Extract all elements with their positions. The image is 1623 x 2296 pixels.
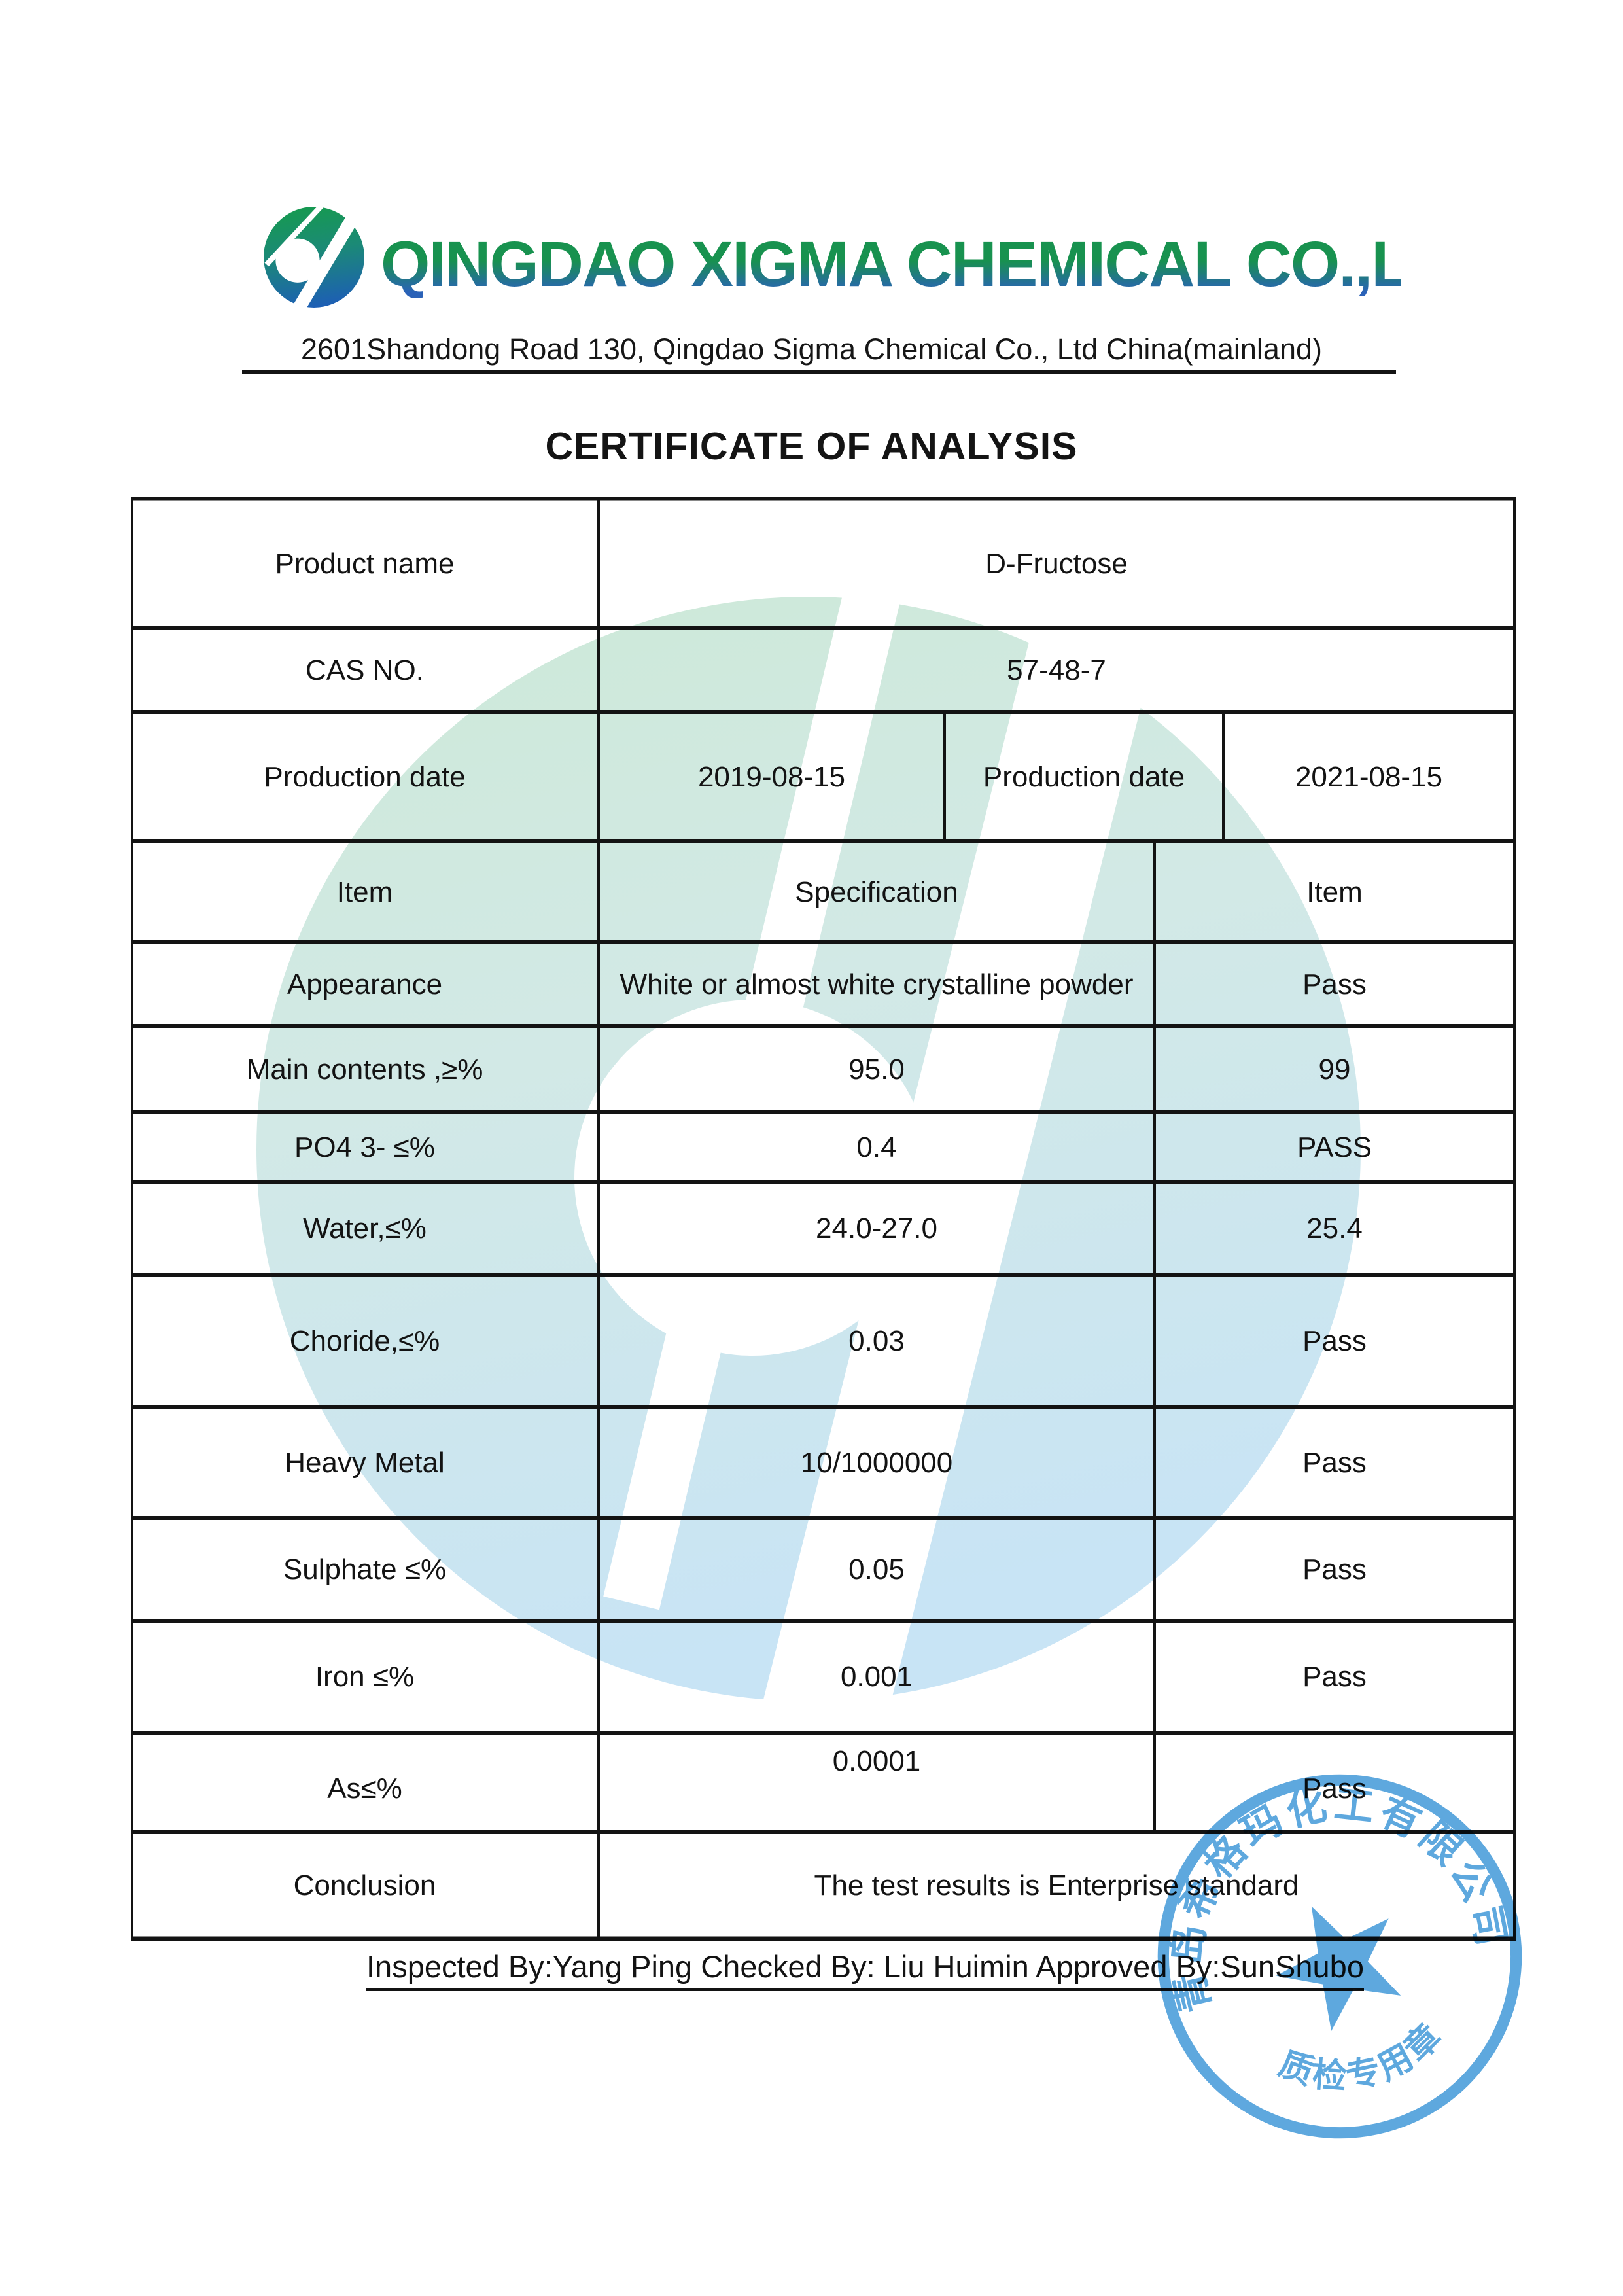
row-label: Heavy Metal <box>285 1446 445 1479</box>
product-name-label: Product name <box>275 547 455 580</box>
row-spec: 0.05 <box>848 1553 905 1585</box>
production-date-value-2: 2021-08-15 <box>1295 760 1443 793</box>
row-spec: 24.0-27.0 <box>816 1212 937 1245</box>
row-spec: 0.4 <box>856 1131 897 1163</box>
company-name: QINGDAO XIGMA CHEMICAL CO.,LTD <box>381 228 1488 306</box>
row-result: Pass <box>1302 1324 1367 1357</box>
row-result: PASS <box>1297 1131 1372 1163</box>
row-label: Iron ≤% <box>315 1661 415 1693</box>
inspection-signatures: Inspected By:Yang Ping Checked By: Liu H… <box>366 1949 1364 1991</box>
row-label: Choride,≤% <box>289 1324 440 1357</box>
row-label: PO4 3- ≤% <box>294 1131 435 1163</box>
row-label: Water,≤% <box>303 1212 427 1245</box>
row-spec: 0.0001 <box>832 1745 921 1777</box>
product-name-value: D-Fructose <box>985 547 1128 580</box>
row-spec: 0.03 <box>848 1324 905 1357</box>
row-label: Main contents ,≥% <box>246 1053 483 1086</box>
row-spec: 95.0 <box>848 1053 905 1086</box>
cas-no-label: CAS NO. <box>305 654 424 686</box>
cas-no-value: 57-48-7 <box>1007 654 1106 686</box>
company-seal-stamp: 青岛希格玛化工有限公司 质检专用章 <box>1146 1763 1522 2139</box>
row-result: Pass <box>1302 1661 1367 1693</box>
conclusion-value: The test results is Enterprise standard <box>814 1869 1299 1901</box>
row-label: Appearance <box>287 968 443 1000</box>
row-result: 25.4 <box>1306 1212 1363 1245</box>
row-result: Pass <box>1302 1446 1367 1479</box>
page-title: CERTIFICATE OF ANALYSIS <box>545 425 1078 468</box>
production-date-label-1: Production date <box>264 760 466 793</box>
seal-bottom-text: 质检专用章 <box>1267 2011 1457 2111</box>
conclusion-label: Conclusion <box>293 1869 436 1901</box>
company-logo-icon <box>264 204 364 310</box>
production-date-label-2: Production date <box>983 760 1185 793</box>
row-spec: 0.001 <box>840 1661 913 1693</box>
row-result: 99 <box>1318 1053 1351 1086</box>
inspection-signatures-text: Inspected By:Yang Ping Checked By: Liu H… <box>366 1949 1364 1991</box>
row-result: Pass <box>1302 968 1367 1000</box>
column-header-result: Item <box>1306 875 1363 908</box>
seal-star-icon <box>1276 1906 1401 2032</box>
production-date-value-1: 2019-08-15 <box>697 760 846 793</box>
seal-ring <box>1157 1774 1522 2139</box>
row-spec: White or almost white crystalline powder <box>620 968 1134 1000</box>
row-label: Sulphate ≤% <box>283 1553 447 1585</box>
row-label: As≤% <box>327 1773 402 1805</box>
row-spec: 10/1000000 <box>800 1446 953 1479</box>
row-result: Pass <box>1302 1553 1367 1585</box>
column-header-specification: Specification <box>795 875 958 908</box>
column-header-item: Item <box>336 875 393 908</box>
header-divider <box>242 370 1396 374</box>
company-address: 2601Shandong Road 130, Qingdao Sigma Che… <box>301 332 1322 366</box>
